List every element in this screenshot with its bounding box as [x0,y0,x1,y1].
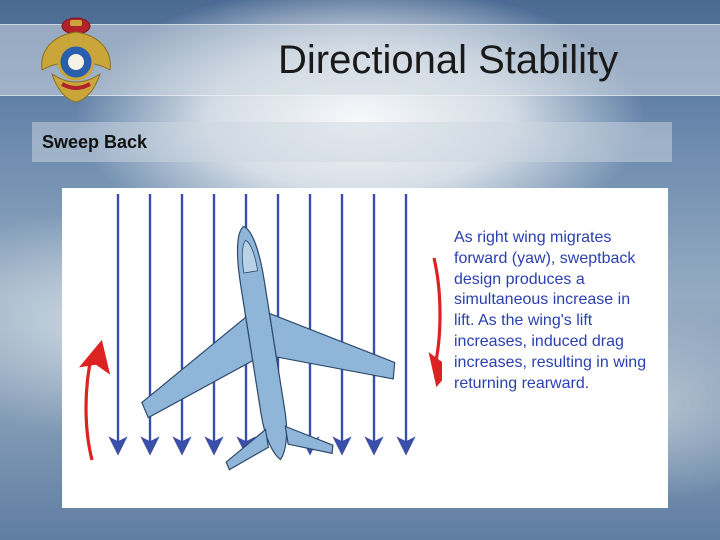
explanation-text: As right wing migrates forward (yaw), sw… [454,228,654,394]
sweepback-diagram [62,188,442,508]
subtitle-bar: Sweep Back [32,122,672,162]
diagram-panel: As right wing migrates forward (yaw), sw… [62,188,668,508]
left-red-arrow [86,354,92,460]
subtitle: Sweep Back [42,132,147,153]
crest-logo [32,12,120,104]
aircraft-icon [117,206,407,481]
right-red-arrow [434,258,440,370]
page-title: Directional Stability [278,38,618,83]
